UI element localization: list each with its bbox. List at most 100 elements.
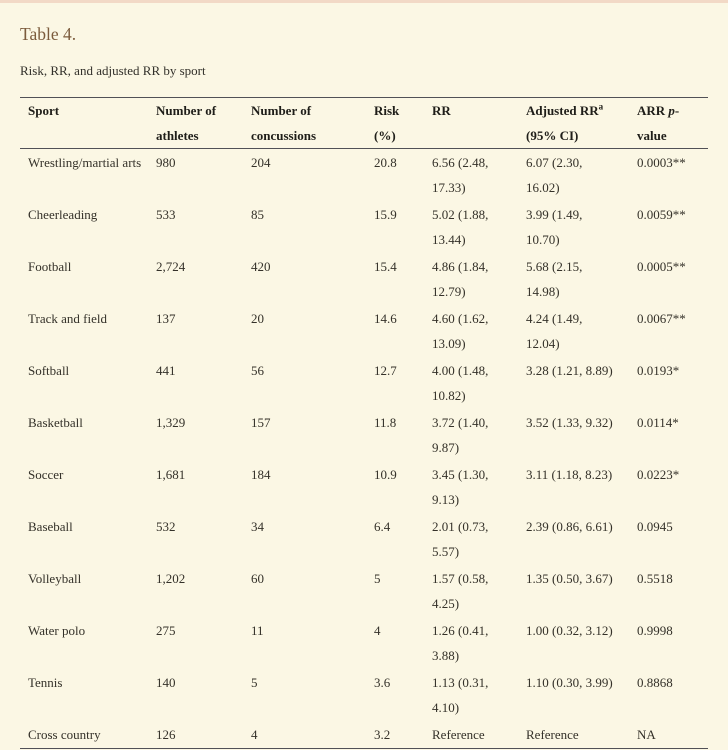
cell-sport: Soccer	[28, 467, 64, 482]
risk-rr-table: Sport Number of athletes Number of concu…	[20, 97, 708, 749]
table-row-softball: Softball 441 56 12.7 4.00 (1.48, 10.82) …	[20, 357, 708, 409]
col-header-concussions: Number of concussions	[251, 97, 374, 149]
col-header-athletes: Number of athletes	[156, 97, 251, 149]
table-title: Table 4.	[20, 24, 77, 44]
cell-athletes: 533	[156, 207, 176, 222]
cell-risk: 5	[374, 571, 381, 586]
arr-label: ARR	[637, 103, 669, 118]
table-row-cross-country: Cross country 126 4 3.2 Reference Refere…	[20, 721, 708, 749]
table-caption: Risk, RR, and adjusted RR by sport	[20, 63, 206, 78]
cell-adjusted-rr: 1.00 (0.32, 3.12)	[526, 623, 613, 638]
cell-risk: 15.9	[374, 207, 397, 222]
cell-concussions: 20	[251, 311, 264, 326]
table-row-basketball: Basketball 1,329 157 11.8 3.72 (1.40, 9.…	[20, 409, 708, 461]
table-row-track-and-field: Track and field 137 20 14.6 4.60 (1.62, …	[20, 305, 708, 357]
cell-adjusted-rr: 2.39 (0.86, 6.61)	[526, 519, 613, 534]
cell-concussions: 420	[251, 259, 271, 274]
cell-athletes: 1,202	[156, 571, 186, 586]
cell-arr-p-value: 0.0114*	[637, 415, 679, 430]
table-row-water-polo: Water polo 275 11 4 1.26 (0.41, 3.88) 1.…	[20, 617, 708, 669]
cell-arr-p-value: 0.8868	[637, 675, 673, 690]
cell-risk: 15.4	[374, 259, 397, 274]
cell-adjusted-rr: Reference	[526, 727, 579, 742]
cell-arr-p-value: 0.5518	[637, 571, 673, 586]
cell-adjusted-rr: 6.07 (2.30, 16.02)	[526, 155, 583, 195]
table-row-soccer: Soccer 1,681 184 10.9 3.45 (1.30, 9.13) …	[20, 461, 708, 513]
footnote-marker-a: a	[598, 101, 604, 112]
cell-athletes: 441	[156, 363, 176, 378]
adjusted-rr-label: Adjusted RR	[526, 103, 599, 118]
cell-sport: Football	[28, 259, 72, 274]
cell-concussions: 60	[251, 571, 264, 586]
cell-adjusted-rr: 3.52 (1.33, 9.32)	[526, 415, 613, 430]
cell-rr: 4.00 (1.48, 10.82)	[432, 363, 489, 403]
cell-adjusted-rr: 5.68 (2.15, 14.98)	[526, 259, 583, 299]
cell-risk: 4	[374, 623, 381, 638]
cell-concussions: 85	[251, 207, 264, 222]
adjusted-rr-ci-label: (95% CI)	[526, 128, 579, 143]
cell-sport: Water polo	[28, 623, 86, 638]
table-row-football: Football 2,724 420 15.4 4.86 (1.84, 12.7…	[20, 253, 708, 305]
cell-adjusted-rr: 1.35 (0.50, 3.67)	[526, 571, 613, 586]
cell-arr-p-value: 0.0003**	[637, 155, 686, 170]
cell-rr: 5.02 (1.88, 13.44)	[432, 207, 489, 247]
cell-rr: Reference	[432, 727, 485, 742]
cell-risk: 3.2	[374, 727, 391, 742]
cell-sport: Tennis	[28, 675, 63, 690]
cell-adjusted-rr: 1.10 (0.30, 3.99)	[526, 675, 613, 690]
cell-sport: Softball	[28, 363, 70, 378]
cell-risk: 11.8	[374, 415, 397, 430]
table-row-baseball: Baseball 532 34 6.4 2.01 (0.73, 5.57) 2.…	[20, 513, 708, 565]
cell-sport: Baseball	[28, 519, 73, 534]
cell-sport: Cheerleading	[28, 207, 98, 222]
cell-rr: 4.86 (1.84, 12.79)	[432, 259, 489, 299]
cell-concussions: 157	[251, 415, 271, 430]
col-header-rr: RR	[432, 97, 526, 149]
cell-concussions: 204	[251, 155, 271, 170]
cell-rr: 1.13 (0.31, 4.10)	[432, 675, 489, 715]
cell-concussions: 56	[251, 363, 264, 378]
p-italic: p	[668, 103, 675, 118]
cell-risk: 14.6	[374, 311, 397, 326]
cell-rr: 4.60 (1.62, 13.09)	[432, 311, 489, 351]
cell-risk: 6.4	[374, 519, 391, 534]
cell-rr: 3.45 (1.30, 9.13)	[432, 467, 489, 507]
cell-risk: 10.9	[374, 467, 397, 482]
cell-athletes: 140	[156, 675, 176, 690]
table-header-row: Sport Number of athletes Number of concu…	[20, 97, 708, 149]
cell-arr-p-value: 0.9998	[637, 623, 673, 638]
table-row-wrestling: Wrestling/martial arts 980 204 20.8 6.56…	[20, 149, 708, 202]
cell-arr-p-value: 0.0223*	[637, 467, 680, 482]
cell-adjusted-rr: 4.24 (1.49, 12.04)	[526, 311, 583, 351]
cell-rr: 3.72 (1.40, 9.87)	[432, 415, 489, 455]
cell-arr-p-value: 0.0005**	[637, 259, 686, 274]
cell-arr-p-value: 0.0067**	[637, 311, 686, 326]
col-header-adjusted-rr: Adjusted RRa (95% CI)	[526, 97, 637, 149]
cell-sport: Cross country	[28, 727, 101, 742]
cell-arr-p-value: 0.0193*	[637, 363, 680, 378]
cell-risk: 12.7	[374, 363, 397, 378]
table-row-cheerleading: Cheerleading 533 85 15.9 5.02 (1.88, 13.…	[20, 201, 708, 253]
cell-risk: 3.6	[374, 675, 391, 690]
cell-athletes: 1,681	[156, 467, 186, 482]
cell-athletes: 2,724	[156, 259, 186, 274]
table-row-volleyball: Volleyball 1,202 60 5 1.57 (0.58, 4.25) …	[20, 565, 708, 617]
table-body: Wrestling/martial arts 980 204 20.8 6.56…	[20, 149, 708, 749]
cell-rr: 6.56 (2.48, 17.33)	[432, 155, 489, 195]
cell-adjusted-rr: 3.99 (1.49, 10.70)	[526, 207, 583, 247]
cell-sport: Wrestling/martial arts	[28, 155, 142, 170]
cell-sport: Basketball	[28, 415, 83, 430]
cell-athletes: 532	[156, 519, 176, 534]
cell-rr: 1.26 (0.41, 3.88)	[432, 623, 489, 663]
value-label: -value	[637, 103, 680, 143]
cell-sport: Volleyball	[28, 571, 82, 586]
cell-athletes: 980	[156, 155, 176, 170]
cell-athletes: 1,329	[156, 415, 186, 430]
col-header-arr-p-value: ARR p-value	[637, 97, 708, 149]
cell-risk: 20.8	[374, 155, 397, 170]
cell-arr-p-value: NA	[637, 727, 656, 742]
cell-concussions: 11	[251, 623, 264, 638]
cell-sport: Track and field	[28, 311, 107, 326]
cell-athletes: 137	[156, 311, 176, 326]
col-header-risk: Risk (%)	[374, 97, 432, 149]
